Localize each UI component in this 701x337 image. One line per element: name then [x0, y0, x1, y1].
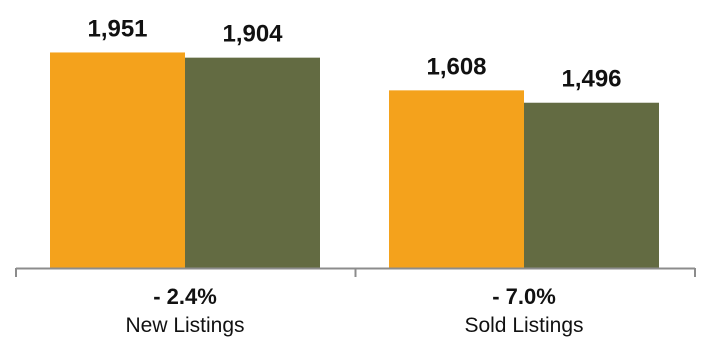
category-label: New Listings	[125, 314, 244, 337]
value-label: 1,951	[87, 15, 147, 42]
x-axis	[15, 267, 696, 277]
percent-change-label: - 2.4%	[153, 284, 217, 309]
bar-sold-listings-series-2	[524, 102, 659, 268]
value-labels-layer: 1,951 1,904 1,608 1,496	[87, 15, 621, 92]
value-label: 1,904	[222, 21, 283, 48]
bar-sold-listings-series-1	[389, 90, 524, 269]
percent-change-label: - 7.0%	[492, 284, 556, 309]
bars-layer	[50, 52, 659, 269]
category-label: Sold Listings	[464, 314, 583, 337]
bar-new-listings-series-1	[50, 52, 185, 268]
bar-new-listings-series-2	[185, 57, 320, 268]
category-labels-layer: - 2.4% New Listings - 7.0% Sold Listings	[125, 284, 583, 337]
value-label: 1,496	[561, 66, 621, 93]
value-label: 1,608	[426, 53, 486, 80]
